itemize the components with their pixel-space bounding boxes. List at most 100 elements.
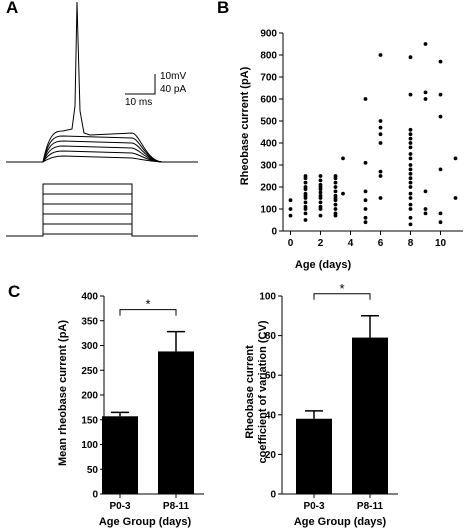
bar-y-tick-label: 350 [81, 316, 98, 327]
scatter-point [378, 169, 383, 174]
voltage-trace [6, 140, 198, 163]
scatter-y-tick-label: 900 [260, 29, 277, 40]
scatter-point [318, 213, 323, 218]
scatter-point [408, 127, 413, 132]
scatter-point [363, 97, 368, 101]
scatter-point [288, 213, 293, 218]
current-step-protocol [6, 183, 198, 237]
bar-x-tick-label: P8-11 [163, 501, 190, 512]
scatter-point [378, 125, 383, 130]
scatter-x-tick-label: 8 [408, 238, 414, 249]
scatter-point [333, 211, 338, 216]
scatter-point [303, 180, 308, 185]
scatter-point [408, 180, 413, 185]
scatter-point [333, 193, 338, 198]
scatter-point [378, 53, 383, 57]
scatter-point [341, 191, 345, 196]
bar-p0-3 [102, 416, 138, 494]
scatter-point [378, 119, 383, 123]
scatter-point [438, 114, 443, 119]
scatter-point [318, 182, 323, 187]
significance-star: * [339, 281, 344, 296]
scatter-point [303, 211, 308, 216]
scatter-point [303, 185, 308, 189]
scatter-x-tick-label: 6 [378, 238, 384, 249]
scatter-point [318, 178, 323, 183]
scatter-point [408, 171, 413, 176]
scatter-point [378, 196, 383, 200]
scatter-point [341, 156, 345, 161]
rheobase-cv-y-axis-label-line1: Rheobase current [244, 345, 256, 439]
scatter-x-tick-label: 4 [348, 238, 354, 249]
scatter-point [423, 97, 428, 101]
voltage-trace [6, 150, 198, 163]
scatter-point [288, 207, 293, 211]
scatter-y-tick-label: 400 [260, 139, 277, 150]
scatter-point [408, 222, 413, 227]
scatter-point [408, 163, 413, 167]
bar-x-tick-label: P0-3 [303, 501, 325, 512]
rheobase-cv-axes: 0 20 40 60 80 100 P0-3 P8-11 [259, 292, 398, 512]
panel-label-a: A [6, 0, 19, 17]
scatter-point [288, 198, 293, 203]
mean-rheobase-axes: 0 50 100 150 200 250 300 350 400 P0-3 P8-11 [81, 292, 204, 512]
scatter-y-tick-label: 500 [260, 117, 277, 128]
mean-rheobase-y-axis-label: Mean rheobase current (pA) [57, 320, 69, 466]
rheobase-cv-y-axis-label-line2: coefficient of variation (CV) [257, 320, 269, 463]
scatter-point [333, 207, 338, 211]
scatter-point [408, 202, 413, 207]
scatter-point [318, 190, 323, 195]
scatter-point [363, 160, 368, 165]
scatter-point [333, 202, 338, 207]
scatter-point [333, 189, 338, 194]
scatter-points [288, 42, 458, 227]
scatter-point [408, 136, 413, 141]
voltage-trace [6, 155, 198, 163]
scatter-point [438, 167, 443, 172]
scatter-point [303, 204, 308, 209]
scatter-point [438, 92, 443, 97]
bar-y-tick-label: 60 [265, 371, 277, 382]
rheobase-cv-bars: * [296, 281, 388, 494]
scatter-point [453, 156, 458, 161]
scatter-point [408, 141, 413, 145]
scatter-point [408, 196, 413, 200]
scatter-y-tick-label: 200 [260, 183, 277, 194]
bar-y-tick-label: 100 [259, 292, 276, 303]
scatter-point [333, 185, 338, 189]
scatter-point [378, 174, 383, 178]
rheobase-cv-x-axis-label: Age Group (days) [294, 516, 387, 528]
scatter-point [408, 132, 413, 137]
scatter-point [408, 152, 413, 156]
scatter-axes: 0 100 200 300 400 500 600 700 800 900 0 2 4 6 8 10 [260, 29, 463, 249]
scatter-y-tick-label: 700 [260, 73, 277, 84]
scatter-point [423, 90, 428, 95]
scatter-point [453, 196, 458, 200]
scatter-point [408, 215, 413, 220]
scatter-point [378, 141, 383, 145]
scatter-point [333, 174, 338, 178]
scatter-point [318, 193, 323, 198]
scale-bar-lines [125, 74, 156, 95]
scatter-x-tick-label: 2 [318, 238, 324, 249]
scatter-y-tick-label: 800 [260, 51, 277, 62]
scale-bar-current-label: 40 pA [160, 84, 187, 95]
scatter-point [363, 207, 368, 211]
significance-bracket [313, 293, 371, 300]
voltage-trace [6, 145, 198, 163]
scatter-point [303, 174, 308, 178]
scatter-point [408, 207, 413, 211]
significance-bracket [119, 309, 177, 316]
scatter-y-tick-label: 600 [260, 95, 277, 106]
panel-label-c: C [8, 282, 21, 301]
scatter-point [303, 191, 308, 196]
bar-y-tick-label: 200 [81, 391, 98, 402]
scale-bar-time-label: 10 ms [125, 97, 153, 108]
scatter-point [408, 55, 413, 60]
rheobase-cv-bar-chart: 0 20 40 60 80 100 P0-3 P8-11 * Age Group (days)… [244, 281, 398, 528]
scatter-point [438, 220, 443, 225]
scatter-x-axis-label: Age (days) [295, 259, 352, 271]
scatter-point [363, 189, 368, 194]
scatter-point [408, 191, 413, 196]
scatter-point [318, 174, 323, 178]
